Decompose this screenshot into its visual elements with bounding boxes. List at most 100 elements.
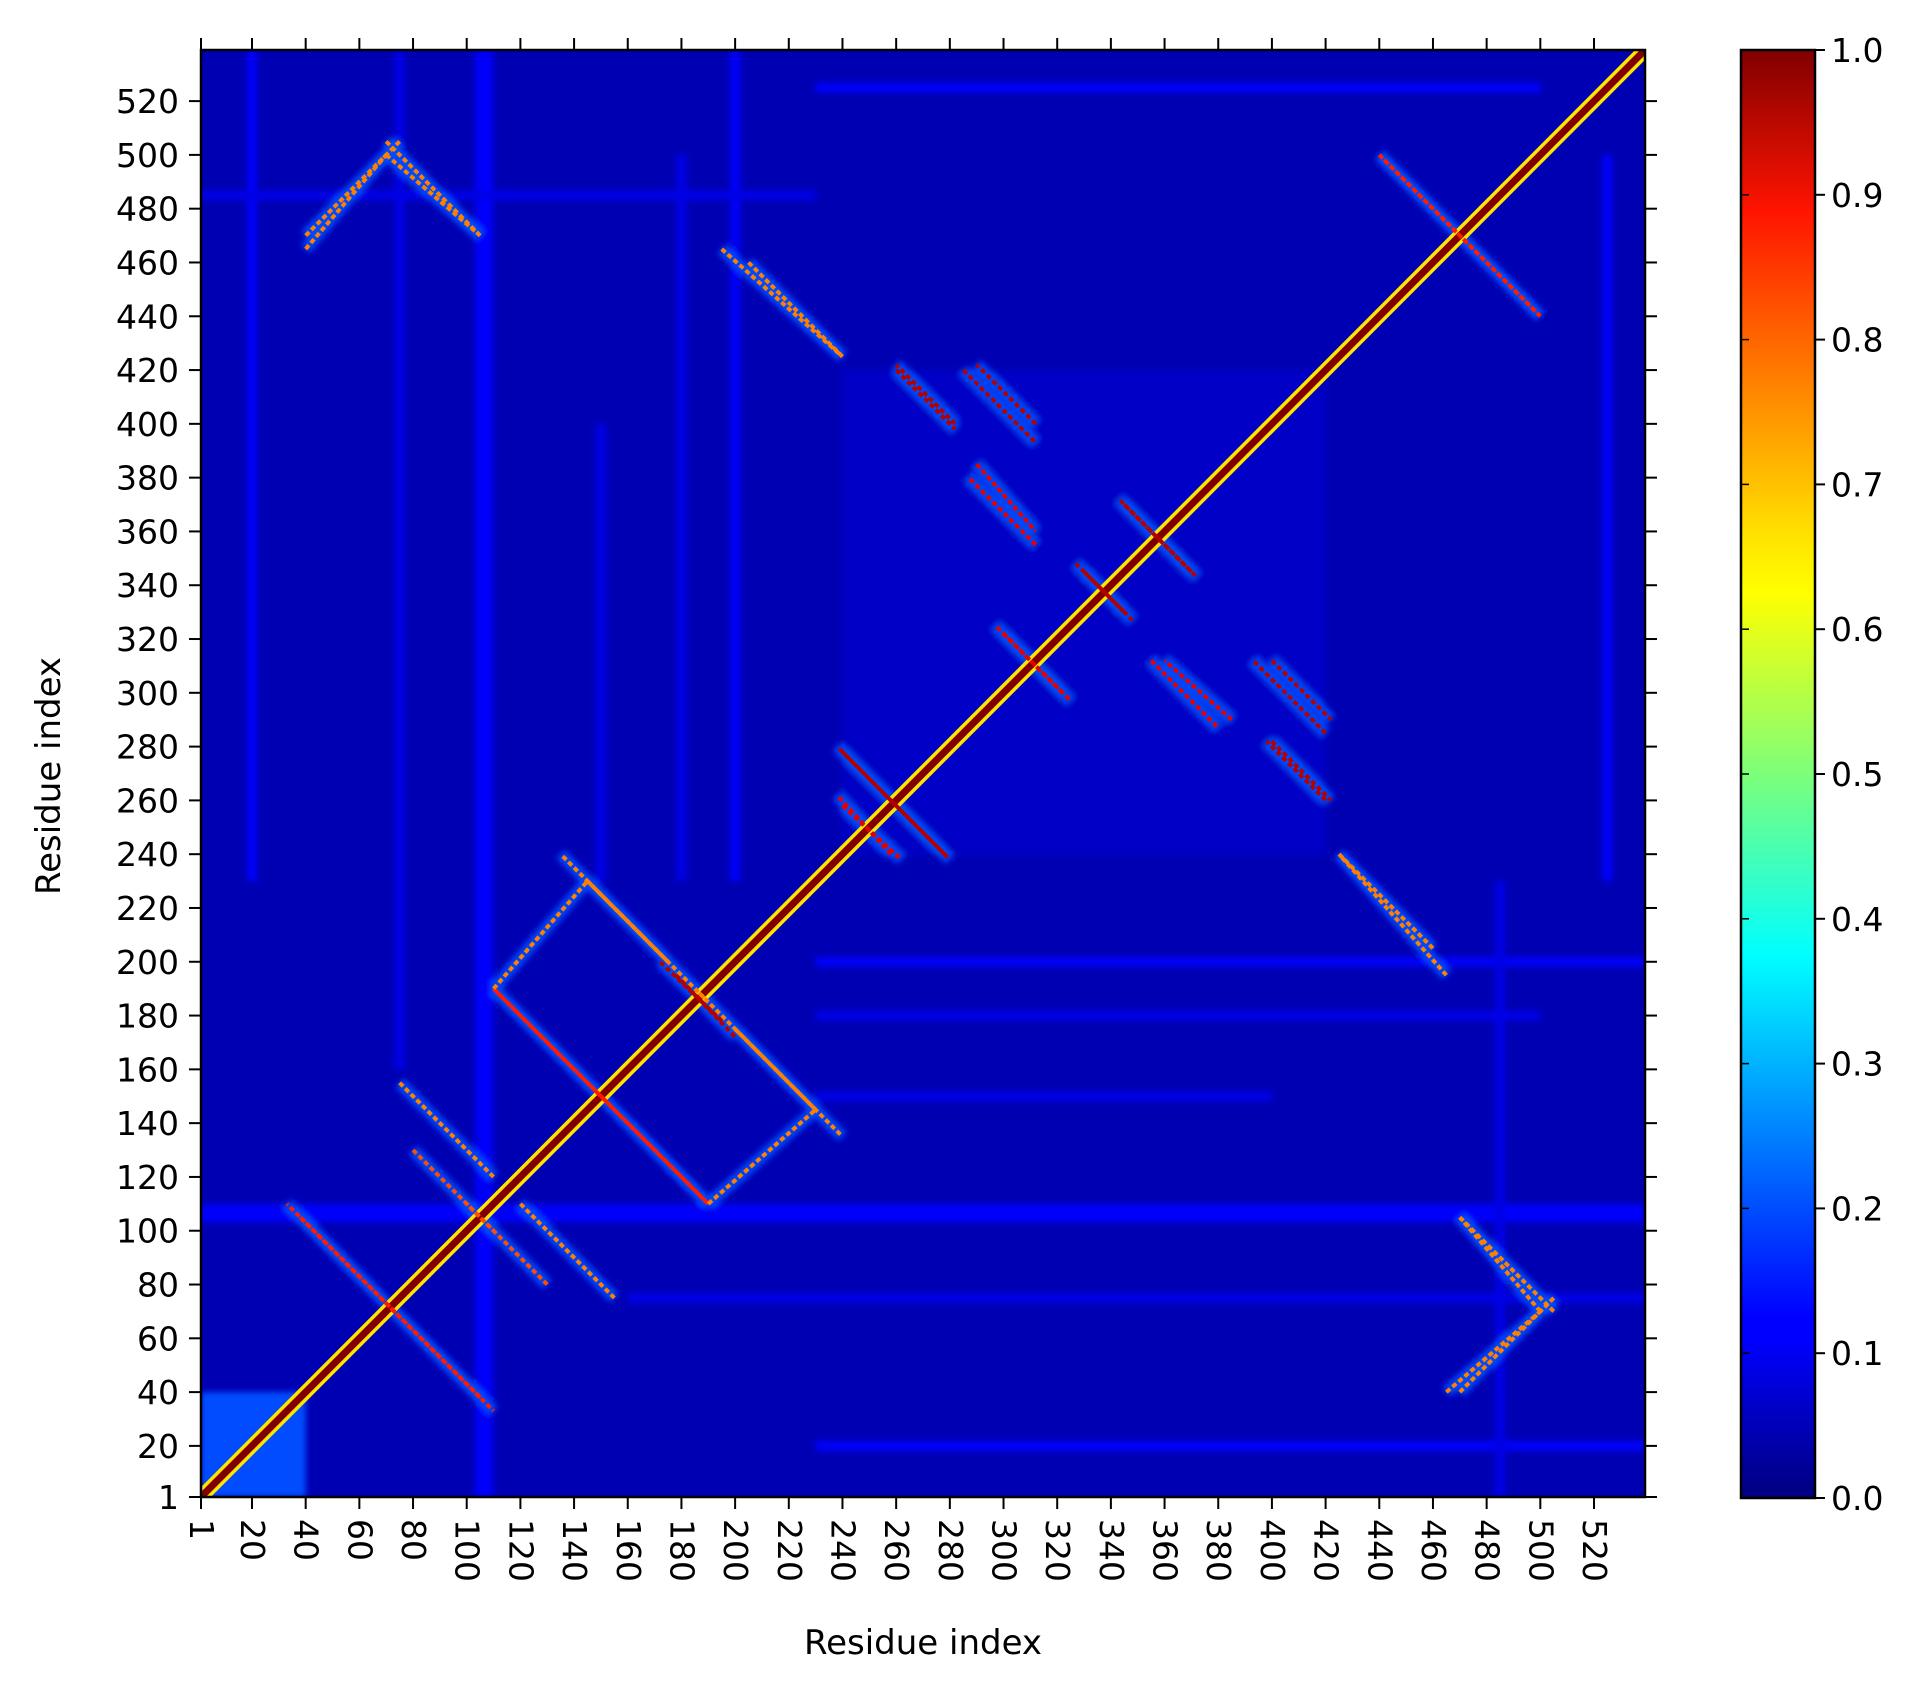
contact-line [1251,659,1328,735]
contact-halo [704,1105,820,1209]
contact-line [1337,852,1435,950]
x-tick-label: 280 [931,1519,970,1582]
contact-line [1377,153,1542,318]
x-tick-label: 260 [877,1519,916,1582]
contact-line [1458,1215,1542,1313]
x-tick-label: 300 [985,1519,1024,1582]
contact-line [398,1081,495,1179]
colorbar-tick-label: 0.3 [1831,1045,1883,1084]
x-tick-label: 380 [1199,1519,1238,1582]
x-tick-label: 140 [555,1519,594,1582]
contact-line [1337,852,1448,977]
contact-line [1074,562,1126,614]
plot-frame [199,48,1647,1499]
contact-line [1163,659,1233,722]
contact-line [304,153,388,251]
contact-line [518,1202,616,1300]
contact-line [384,140,482,237]
x-tick-label: 60 [340,1519,379,1561]
contact-line [465,1202,549,1286]
colorbar-gradient [1739,48,1817,1500]
x-tick-label: 160 [609,1519,648,1582]
y-tick-label: 460 [116,243,179,282]
contact-line [733,1027,844,1139]
x-tick-label: 80 [394,1519,433,1561]
x-tick-label: 120 [501,1519,540,1582]
y-tick-label: 100 [116,1212,179,1251]
y-tick-label: 380 [116,459,179,498]
heatmap-soft-regions [201,50,1645,1497]
contact-line [285,1202,482,1399]
contact-line [975,462,1038,533]
x-tick-label: 240 [823,1519,862,1582]
x-tick-label: 180 [662,1519,701,1582]
colorbar-ticks: 0.0 0.1 0.2 0.3 0.4 0.5 0.6 0.7 0.8 0.9 1.0 [1741,31,1883,1518]
colorbar-tick-label: 0.8 [1831,321,1883,360]
colorbar-tick-label: 0.7 [1831,465,1883,504]
y-tick-label: 1 [158,1478,179,1517]
x-tick-label: 1 [182,1519,221,1540]
y-tick-label: 440 [116,297,179,336]
y-tick-label: 20 [137,1427,179,1466]
contact-line [1117,497,1193,574]
y-tick-label: 320 [116,620,179,659]
colorbar: 0.0 0.1 0.2 0.3 0.4 0.5 0.6 0.7 0.8 0.9 1.0 [1739,31,1883,1518]
contact-line [559,852,670,964]
x-tick-label: 340 [1092,1519,1131,1582]
y-tick-label: 160 [116,1050,179,1089]
heatmap [201,50,1645,1497]
plot-axes [199,48,1647,1499]
contact-line [720,247,844,359]
contact-line [1445,1309,1542,1394]
contact-halo [489,877,593,993]
contact-halo [1146,656,1223,733]
y-axis-ticks: 1204060801001201401601802002202402602803… [116,82,1657,1517]
x-tick-label: 520 [1575,1519,1614,1582]
contact-line [747,261,844,359]
x-tick-label: 20 [233,1519,272,1561]
x-tick-label: 400 [1253,1519,1292,1582]
y-tick-label: 240 [116,835,179,874]
contact-line [894,368,957,431]
contact-line [384,153,482,238]
x-tick-label: 40 [287,1519,326,1561]
y-tick-label: 360 [116,512,179,551]
x-tick-label: 460 [1414,1519,1453,1582]
contact-line [1458,1215,1556,1313]
y-tick-label: 60 [137,1319,179,1358]
contact-line [961,368,1038,445]
y-tick-label: 520 [116,82,179,121]
x-tick-label: 480 [1468,1519,1507,1582]
contact-line [975,363,1038,426]
contact-line [1458,1296,1556,1394]
x-axis-label: Residue index [804,1623,1042,1663]
contact-line [492,987,710,1206]
x-tick-label: 100 [448,1519,487,1582]
y-tick-label: 260 [116,781,179,820]
contact-line [304,140,402,237]
y-tick-label: 200 [116,943,179,982]
contact-line [841,804,903,862]
y-tick-label: 40 [137,1373,179,1412]
x-tick-label: 320 [1038,1519,1077,1582]
contact-line [894,363,957,426]
colorbar-tick-label: 0.5 [1831,755,1883,794]
diagonal [201,50,1645,1497]
x-tick-label: 500 [1521,1519,1560,1582]
y-tick-label: 300 [116,674,179,713]
y-tick-label: 120 [116,1158,179,1197]
colorbar-tick-label: 0.6 [1831,610,1883,649]
y-tick-label: 420 [116,351,179,390]
x-axis-ticks: 1 20 40 60 80 100 120 140 160 180 200 220 240 260 280 3… [182,38,1614,1582]
colorbar-tick-label: 1.0 [1831,31,1883,70]
y-tick-label: 180 [116,997,179,1036]
contact-line [586,879,710,1004]
colorbar-tick-label: 0.2 [1831,1189,1883,1228]
y-axis-label: Residue index [29,657,69,895]
contact-line [835,793,893,856]
contact-line [658,960,724,1023]
contact-line [835,745,946,856]
contact-line [411,1148,495,1233]
colorbar-tick-label: 0.9 [1831,176,1883,215]
